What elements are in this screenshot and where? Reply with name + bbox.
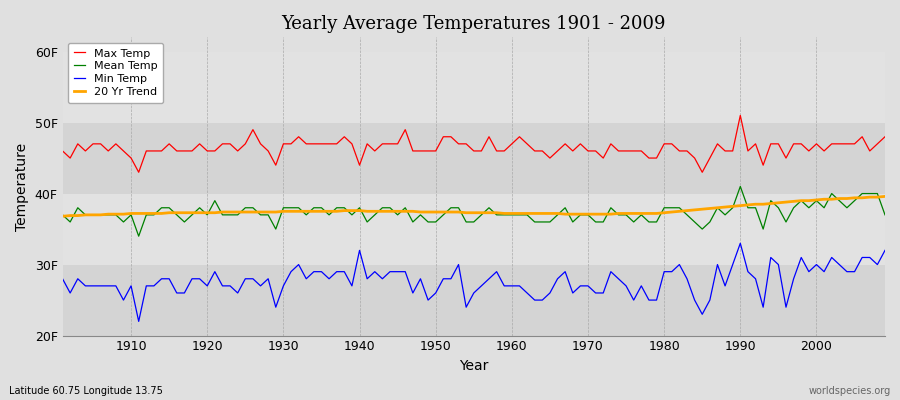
Mean Temp xyxy=(133,234,144,238)
Max Temp xyxy=(118,148,129,153)
Min Temp xyxy=(879,248,890,253)
Title: Yearly Average Temperatures 1901 - 2009: Yearly Average Temperatures 1901 - 2009 xyxy=(282,15,666,33)
Min Temp xyxy=(57,276,68,281)
Text: Latitude 60.75 Longitude 13.75: Latitude 60.75 Longitude 13.75 xyxy=(9,386,163,396)
20 Yr Trend xyxy=(499,211,509,216)
Bar xyxy=(62,122,885,194)
Max Temp xyxy=(507,142,517,146)
Mean Temp xyxy=(507,212,517,217)
Bar xyxy=(62,194,885,264)
Min Temp xyxy=(735,241,746,246)
Mean Temp xyxy=(606,205,616,210)
Mean Temp xyxy=(293,205,304,210)
20 Yr Trend xyxy=(598,212,608,216)
Min Temp xyxy=(507,284,517,288)
Max Temp xyxy=(57,148,68,153)
Y-axis label: Temperature: Temperature xyxy=(15,142,29,230)
20 Yr Trend xyxy=(331,209,342,214)
Max Temp xyxy=(133,170,144,175)
Line: Min Temp: Min Temp xyxy=(62,243,885,321)
Mean Temp xyxy=(118,220,129,224)
Max Temp xyxy=(514,134,525,139)
Mean Temp xyxy=(514,212,525,217)
20 Yr Trend xyxy=(118,212,129,216)
Mean Temp xyxy=(339,205,350,210)
Max Temp xyxy=(293,134,304,139)
Bar xyxy=(62,52,885,122)
X-axis label: Year: Year xyxy=(459,359,489,373)
20 Yr Trend xyxy=(57,214,68,219)
20 Yr Trend xyxy=(507,211,517,216)
20 Yr Trend xyxy=(285,209,296,214)
Min Temp xyxy=(514,284,525,288)
Line: Mean Temp: Mean Temp xyxy=(62,186,885,236)
Bar xyxy=(62,264,885,336)
Line: Max Temp: Max Temp xyxy=(62,116,885,172)
Line: 20 Yr Trend: 20 Yr Trend xyxy=(62,196,885,216)
Max Temp xyxy=(879,134,890,139)
Mean Temp xyxy=(879,212,890,217)
20 Yr Trend xyxy=(879,194,890,199)
Mean Temp xyxy=(735,184,746,189)
Min Temp xyxy=(339,269,350,274)
Min Temp xyxy=(118,298,129,302)
Min Temp xyxy=(293,262,304,267)
Max Temp xyxy=(735,113,746,118)
Max Temp xyxy=(606,142,616,146)
Mean Temp xyxy=(57,212,68,217)
Min Temp xyxy=(133,319,144,324)
Text: worldspecies.org: worldspecies.org xyxy=(809,386,891,396)
Max Temp xyxy=(339,134,350,139)
Legend: Max Temp, Mean Temp, Min Temp, 20 Yr Trend: Max Temp, Mean Temp, Min Temp, 20 Yr Tre… xyxy=(68,43,163,103)
Min Temp xyxy=(606,269,616,274)
